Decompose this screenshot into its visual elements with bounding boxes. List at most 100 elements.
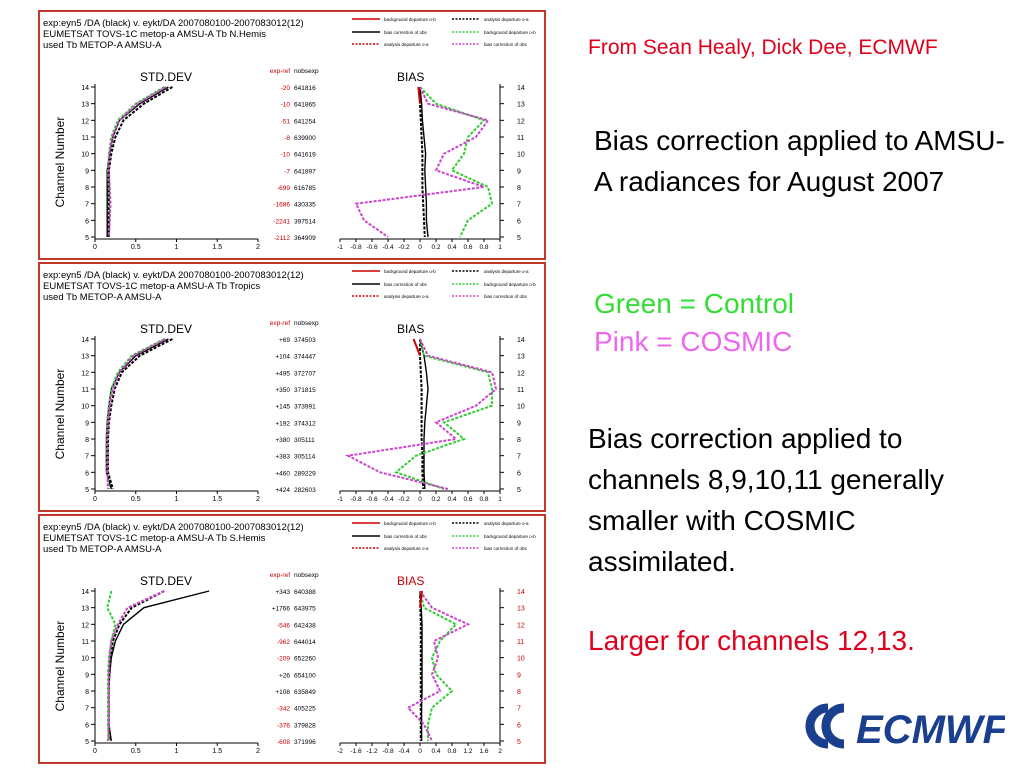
exp-ref-value: -608 (277, 739, 290, 746)
bias-y-tick-label: 5 (517, 739, 521, 746)
bias-y-tick-label: 6 (517, 722, 521, 729)
bias-y-tick-label: 6 (517, 218, 521, 225)
nobsexp-value: 374503 (294, 337, 316, 344)
bias-x-tick-label: -2 (337, 748, 343, 755)
bias-y-tick-label: 11 (517, 387, 524, 394)
nobsexp-value: 616785 (294, 185, 316, 192)
nobsexp-value: 641897 (294, 168, 316, 175)
bias-series-line-cosmic (344, 338, 498, 490)
bias-series-line-cosmic (354, 86, 490, 238)
bias-x-tick-label: 0.4 (447, 496, 456, 503)
std-x-tick-label: 2 (256, 496, 260, 503)
bias-x-tick-label: 0.4 (431, 748, 440, 755)
legend-label: bias correction of obs (484, 546, 528, 551)
nobsexp-value: 644014 (294, 639, 316, 646)
nobsexp-value: 639900 (294, 135, 316, 142)
std-x-tick-label: 0.5 (131, 748, 141, 755)
exp-ref-value: -2112 (274, 235, 291, 242)
bias-x-tick-label: 0.4 (447, 244, 456, 251)
legend-label: background departure o-b (384, 269, 436, 274)
bias-x-tick-label: -0.8 (350, 496, 362, 503)
bias-series-line-control (419, 86, 494, 238)
std-y-tick-label: 10 (81, 152, 89, 159)
std-y-tick-label: 14 (81, 589, 89, 596)
legend-label: background departure o-b (484, 282, 536, 287)
bias-series-line-red (412, 338, 421, 357)
exp-ref-value: -2241 (273, 218, 290, 225)
bias-x-tick-label: 0 (418, 748, 422, 755)
exp-ref-value: -7 (284, 168, 290, 175)
nobsexp-value: 654100 (294, 672, 316, 679)
nobsexp-value: 430335 (294, 202, 316, 209)
legend-label: bias correction of obs (484, 42, 528, 47)
chart-header-line: exp:eyn5 /DA (black) v. eykt/DA 20070801… (43, 270, 304, 281)
legend-label: background departure o-b (484, 534, 536, 539)
bias-x-tick-label: -0.8 (382, 748, 394, 755)
bias-x-tick-label: 0.8 (479, 496, 488, 503)
std-series-line-black (107, 338, 173, 490)
bias-x-tick-label: -1.6 (350, 748, 362, 755)
bias-x-tick-label: -1 (337, 244, 343, 251)
bias-y-tick-label: 13 (517, 102, 525, 109)
bias-y-tick-label: 9 (517, 672, 521, 679)
nobsexp-header: nobsexp (294, 572, 319, 579)
bias-y-tick-label: 12 (517, 118, 525, 125)
nobsexp-value: 371815 (294, 387, 316, 394)
bias-y-tick-label: 5 (517, 235, 521, 242)
bias-y-tick-label: 13 (517, 354, 525, 361)
exp-ref-value: +192 (275, 420, 290, 427)
std-y-tick-label: 12 (81, 622, 89, 629)
legend-label: background departure o-b (484, 30, 536, 35)
exp-ref-value: +460 (275, 470, 290, 477)
legend-label: analysis departure o-a (384, 546, 429, 551)
nobsexp-value: 372707 (294, 370, 316, 377)
nobsexp-value: 289229 (294, 470, 316, 477)
bias-y-tick-label: 14 (517, 589, 525, 596)
nobsexp-value: 641254 (294, 118, 316, 125)
bias-y-tick-label: 7 (517, 454, 521, 461)
nobsexp-value: 364909 (294, 235, 316, 242)
bias-x-tick-label: -0.6 (366, 244, 378, 251)
exp-ref-value: -20 (281, 85, 291, 92)
std-series-line-control (105, 338, 165, 490)
nobsexp-value: 641619 (294, 152, 316, 159)
exp-ref-value: +104 (275, 354, 290, 361)
legend-label: background departure o-b (384, 521, 436, 526)
bias-x-tick-label: 1 (498, 244, 502, 251)
std-y-tick-label: 11 (82, 135, 89, 142)
std-y-tick-label: 14 (81, 85, 89, 92)
std-x-tick-label: 0.5 (131, 244, 141, 251)
nobsexp-value: 642438 (294, 622, 316, 629)
bias-x-tick-label: 1.6 (479, 748, 488, 755)
chart-header-line: used Tb METOP-A AMSU-A (43, 292, 162, 303)
bias-y-tick-label: 10 (517, 656, 525, 663)
exp-ref-value: +495 (275, 370, 290, 377)
bias-x-tick-label: 1.2 (463, 748, 472, 755)
bias-x-tick-label: -0.4 (398, 748, 410, 755)
std-y-tick-label: 6 (85, 722, 89, 729)
std-y-tick-label: 7 (85, 454, 89, 461)
legend-label: bias correction of obs (384, 30, 428, 35)
bias-x-tick-label: -0.4 (382, 496, 394, 503)
bias-y-tick-label: 9 (517, 420, 521, 427)
std-series-line-cosmic (106, 338, 167, 490)
chart-panel-shemis: exp:eyn5 /DA (black) v. eykt/DA 20070801… (38, 514, 546, 764)
std-y-tick-label: 11 (82, 639, 89, 646)
std-x-tick-label: 0 (93, 748, 97, 755)
std-series-line-black (107, 86, 173, 237)
std-y-tick-label: 8 (85, 185, 89, 192)
bias-y-tick-label: 7 (517, 706, 521, 713)
chart-header-line: used Tb METOP-A AMSU-A (43, 40, 162, 51)
legend-label: analysis departure o-a (384, 42, 429, 47)
chart-header-line: EUMETSAT TOVS-1C metop-a AMSU-A Tb S.Hem… (43, 533, 266, 544)
legend-label: background departure o-b (384, 17, 436, 22)
chart-header-line: exp:eyn5 /DA (black) v. eykt/DA 20070801… (43, 18, 304, 29)
std-x-tick-label: 1.5 (212, 244, 222, 251)
std-y-tick-label: 14 (81, 337, 89, 344)
legend-label: bias correction of obs (384, 282, 428, 287)
bias-series-line-black (419, 338, 429, 490)
std-y-tick-label: 9 (85, 420, 89, 427)
bias-x-tick-label: 0.2 (431, 496, 440, 503)
exp-ref-value: -10 (281, 102, 291, 109)
description-text: Bias correction applied to AMSU-A radian… (594, 125, 1005, 197)
